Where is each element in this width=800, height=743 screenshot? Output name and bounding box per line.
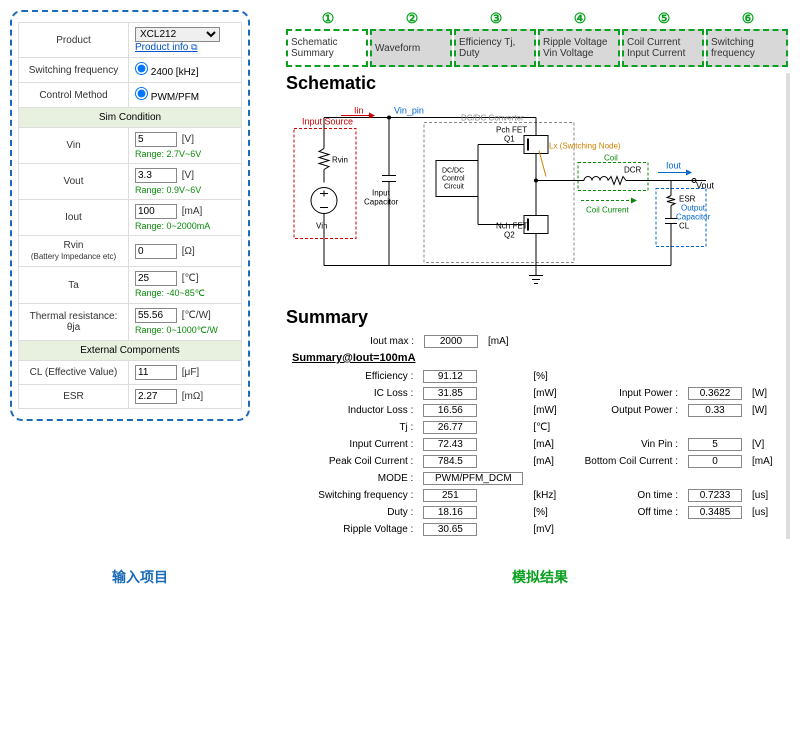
tab-schematic[interactable]: Schematic Summary: [286, 29, 368, 67]
schematic-header: Schematic: [286, 73, 780, 94]
summary-header: Summary: [286, 307, 780, 328]
svg-text:ESR: ESR: [679, 195, 696, 204]
ioutmax-val: 2000: [424, 335, 478, 348]
svg-text:OutputCapacitor: OutputCapacitor: [676, 204, 711, 222]
swfreq-radio[interactable]: 2400 [kHz]: [135, 67, 199, 78]
swfreq-label: Switching frequency: [19, 58, 129, 83]
thermal-label: Thermal resistance: θja: [19, 304, 129, 341]
esr-input[interactable]: [135, 389, 177, 404]
ctrl-radio[interactable]: PWM/PFM: [135, 92, 199, 103]
ext-header: External Compornents: [19, 341, 242, 361]
content-panel: Schematic Input Source Rvin: [286, 73, 790, 539]
cl-input[interactable]: [135, 365, 177, 380]
rvin-label: Rvin(Battery Impedance etc): [19, 236, 129, 267]
cl-label: CL (Effective Value): [19, 361, 129, 385]
vin-input[interactable]: [135, 132, 177, 147]
iout-label: Iout: [19, 200, 129, 236]
tab-row: Schematic Summary Waveform Efficiency Tj…: [286, 29, 790, 67]
vout-input[interactable]: [135, 168, 177, 183]
param-table: Product XCL212 Product info ⧉ Switching …: [18, 22, 242, 409]
input-panel: Product XCL212 Product info ⧉ Switching …: [10, 10, 250, 421]
thermal-input[interactable]: [135, 308, 177, 323]
svg-text:Coil Current: Coil Current: [586, 206, 629, 215]
svg-text:DC/DC Converter: DC/DC Converter: [461, 114, 524, 123]
svg-text:Lx (Switching Node): Lx (Switching Node): [549, 142, 621, 151]
svg-text:Vin: Vin: [316, 222, 327, 231]
tab-numbers: ① ② ③ ④ ⑤ ⑥: [286, 10, 790, 27]
esr-label: ESR: [19, 385, 129, 409]
rvin-input[interactable]: [135, 244, 177, 259]
tab-efficiency[interactable]: Efficiency Tj, Duty: [454, 29, 536, 67]
svg-text:DCR: DCR: [624, 166, 642, 175]
summary-table: Iout max : 2000 [mA] Summary@Iout=100mA: [286, 332, 546, 367]
ta-label: Ta: [19, 267, 129, 304]
tab-ripple[interactable]: Ripple Voltage Vin Voltage: [538, 29, 620, 67]
svg-text:DC/DCControlCircuit: DC/DCControlCircuit: [442, 168, 465, 191]
product-label: Product: [19, 23, 129, 58]
product-info-link[interactable]: Product info ⧉: [135, 42, 198, 53]
svg-text:Iout: Iout: [666, 161, 682, 171]
tab-waveform[interactable]: Waveform: [370, 29, 452, 67]
vout-label: Vout: [19, 164, 129, 200]
summary-sub: Summary@Iout=100mA: [288, 351, 544, 365]
bottom-right-label: 模拟结果: [280, 567, 800, 587]
tab-swfreq[interactable]: Switching frequency: [706, 29, 788, 67]
bottom-labels: 输入项目 模拟结果: [0, 567, 800, 587]
product-select[interactable]: XCL212: [135, 27, 220, 42]
svg-text:CL: CL: [679, 222, 690, 231]
svg-text:Nch FET: Nch FET: [496, 222, 528, 231]
svg-text:Q2: Q2: [504, 231, 515, 240]
iout-input[interactable]: [135, 204, 177, 219]
svg-text:Pch FET: Pch FET: [496, 126, 527, 135]
svg-text:Iin: Iin: [354, 106, 364, 116]
sim-header: Sim Condition: [19, 108, 242, 128]
summary-rows: Efficiency :91.12[%]IC Loss :31.85[mW]In…: [286, 367, 780, 539]
svg-text:InputCapacitor: InputCapacitor: [364, 189, 399, 207]
schematic-diagram: Input Source Rvin Vin Iin Vin_pin: [286, 98, 716, 298]
svg-text:Coil: Coil: [604, 154, 618, 163]
svg-text:Vin_pin: Vin_pin: [394, 106, 424, 116]
external-icon: ⧉: [191, 42, 197, 52]
ctrl-label: Control Method: [19, 83, 129, 108]
svg-text:Rvin: Rvin: [332, 156, 348, 165]
ta-input[interactable]: [135, 271, 177, 286]
bottom-left-label: 输入项目: [0, 567, 280, 587]
vin-label: Vin: [19, 128, 129, 164]
tab-coil[interactable]: Coil Current Input Current: [622, 29, 704, 67]
svg-text:Q1: Q1: [504, 135, 515, 144]
